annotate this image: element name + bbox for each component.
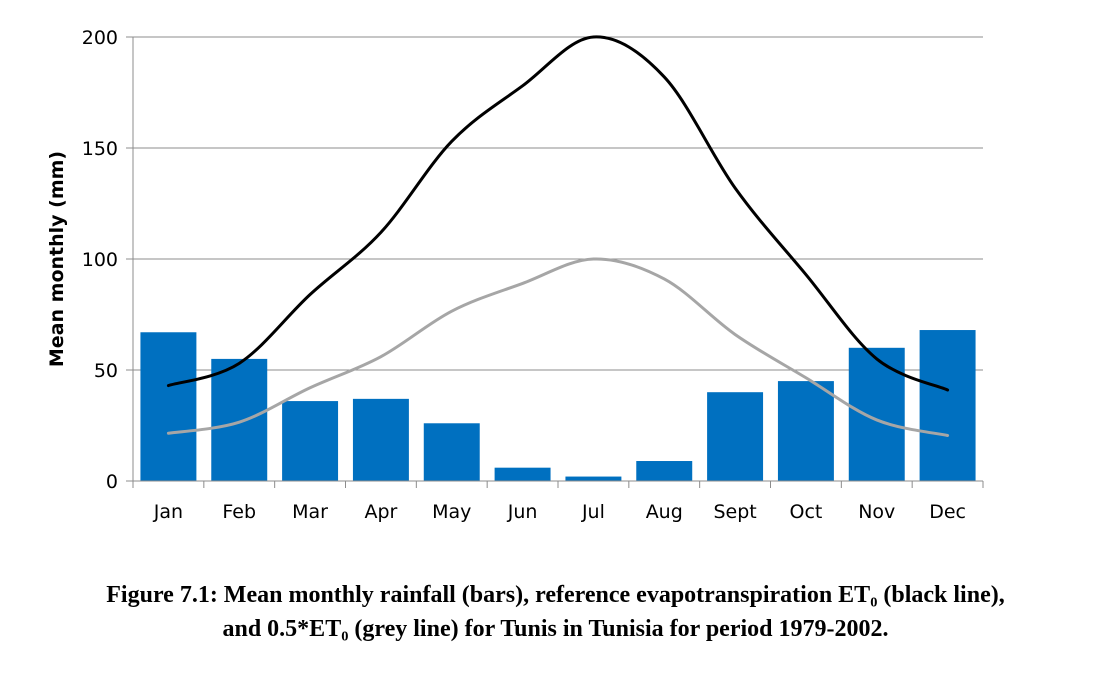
y-tick-label: 100 [82,249,118,271]
x-tick-label: Mar [292,501,328,523]
line-series [166,35,950,437]
rainfall-bar [636,461,693,481]
rainfall-bar [565,476,622,481]
x-tick-label: Sept [713,501,756,523]
axes [126,36,984,488]
y-tick-label: 150 [82,138,118,160]
bar-series [140,330,976,481]
x-tick-labels: Jan Feb Mar Apr May Jun Jul Aug Sept Oct Nov Dec [153,501,966,523]
x-tick-label: Jun [507,501,538,523]
y-tick-label: 200 [82,27,118,49]
caption-line-2: and 0.5*ET₀ (grey line) for Tunis in Tun… [222,616,889,642]
rainfall-bar [848,347,905,481]
rainfall-bar [140,332,197,481]
et0-line [166,35,950,392]
y-tick-labels: 0 50 100 150 200 [82,27,118,493]
x-tick-label: May [432,501,471,523]
rainfall-bar [707,392,764,481]
rainfall-bar [211,358,268,481]
x-tick-label: Aug [646,501,683,523]
x-tick-label: Nov [858,501,895,523]
x-tick-label: Oct [789,501,822,523]
rainfall-bar [423,423,480,481]
half-et0-line [166,257,950,437]
x-tick-label: Jan [153,501,183,523]
rainfall-bar [494,467,551,481]
x-tick-label: Jul [581,501,605,523]
x-tick-label: Feb [222,501,256,523]
rainfall-bar [777,381,834,481]
x-tick-label: Apr [364,501,397,523]
rainfall-bar [352,398,409,481]
chart: 0 50 100 150 200 Jan Feb Mar Apr May Jun Jul Aug Sep… [46,27,984,523]
gridlines [133,36,983,371]
rainfall-bar [282,401,339,481]
figure-caption: Figure 7.1: Mean monthly rainfall (bars)… [0,578,1111,646]
rainfall-bar [919,330,976,481]
y-tick-label: 0 [106,471,118,493]
y-axis-label: Mean monthly (mm) [46,151,68,367]
x-tick-label: Dec [929,501,966,523]
caption-line-1: Figure 7.1: Mean monthly rainfall (bars)… [106,582,1005,608]
y-tick-label: 50 [94,360,118,382]
